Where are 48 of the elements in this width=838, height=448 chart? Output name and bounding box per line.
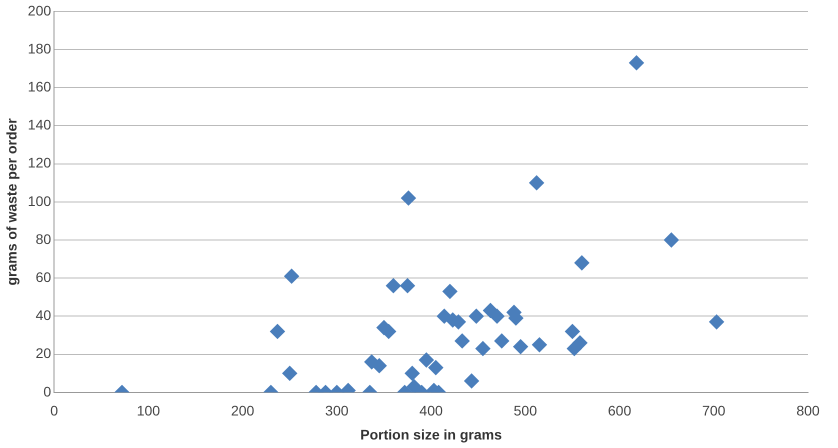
x-tick-label: 700 [702,402,726,419]
point [490,308,505,324]
point [464,373,480,388]
point [513,339,528,354]
y-tick-label: 120 [28,154,52,171]
point [574,255,590,270]
x-tick-label: 100 [136,402,160,419]
point [386,278,401,294]
point [709,314,724,330]
y-tick-label: 200 [28,2,52,18]
point [564,324,580,339]
y-tick-label: 80 [36,230,52,247]
y-tick-label: 140 [28,116,52,133]
point [572,335,588,350]
point [529,175,544,190]
x-tick-label: 600 [608,402,632,419]
y-axis-title: grams of waste per order [3,118,20,286]
y-tick-label: 160 [28,78,52,94]
point [468,308,484,324]
point [400,278,416,294]
x-axis-title: Portion size in grams [360,426,502,442]
point [406,379,422,392]
y-tick-label: 20 [36,345,52,362]
x-tick-label: 800 [796,402,820,419]
point [428,360,444,376]
x-tick-label: 500 [514,402,538,419]
point [372,358,387,374]
point [418,352,434,368]
point [270,324,285,339]
point [404,366,420,381]
point [284,268,300,284]
point [532,337,547,352]
point [629,55,644,70]
y-tick-label: 60 [36,268,52,285]
y-tick-label: 40 [36,307,52,324]
y-tick-label: 180 [28,40,52,56]
y-tick-label: 0 [43,383,52,400]
point [664,232,679,248]
y-tick-label: 100 [28,192,52,209]
point [442,284,458,299]
x-tick-label: 200 [230,402,255,419]
point [454,333,470,348]
point [494,333,510,348]
point [282,366,298,381]
point [475,341,490,356]
point [400,190,416,206]
x-tick-label: 300 [325,402,349,419]
x-tick-label: 400 [419,402,443,419]
